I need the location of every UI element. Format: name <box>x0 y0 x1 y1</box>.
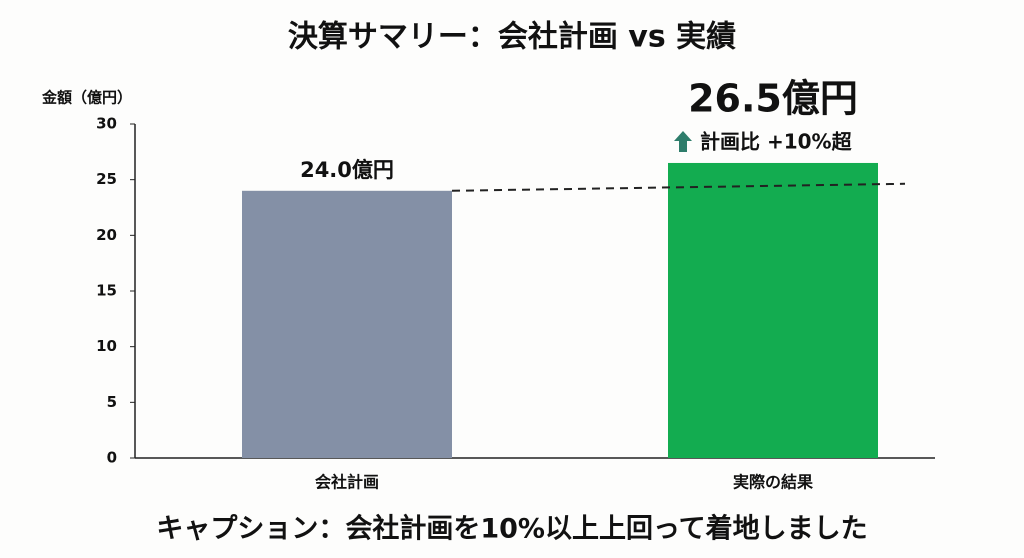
x-tick-label: 実際の結果 <box>733 473 813 492</box>
y-tick-label: 30 <box>96 115 117 133</box>
y-tick-label: 0 <box>107 449 117 467</box>
y-axis-label: 金額（億円） <box>41 89 132 107</box>
value-label: 26.5億円 <box>688 76 858 120</box>
up-arrow <box>674 131 692 152</box>
y-tick-label: 5 <box>107 393 117 411</box>
annotation: 計画比 +10%超 <box>700 129 853 153</box>
y-tick-label: 15 <box>96 282 117 300</box>
y-tick-label: 25 <box>96 170 117 188</box>
y-tick-label: 10 <box>96 337 117 355</box>
bar <box>668 162 878 458</box>
caption: キャプション：会社計画を10%以上上回って着地しました <box>156 513 867 545</box>
bar <box>242 190 452 459</box>
y-tick-label: 20 <box>96 226 117 244</box>
plan-reference-line <box>451 182 906 192</box>
x-tick-label: 会社計画 <box>315 473 379 492</box>
value-label: 24.0億円 <box>300 158 394 182</box>
chart-title: 決算サマリー：会社計画 vs 実績 <box>288 20 736 55</box>
